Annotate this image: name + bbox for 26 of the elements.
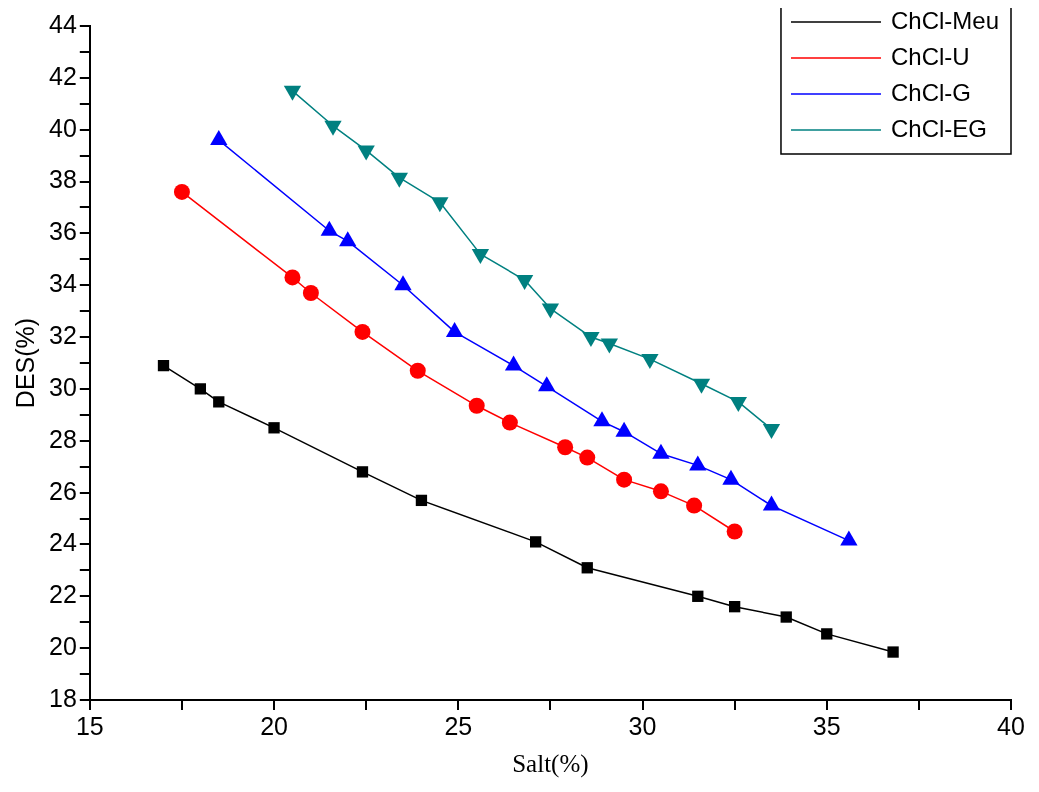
y-tick-label: 30 (49, 372, 77, 401)
x-tick-label: 35 (812, 711, 841, 740)
x-tick-label: 30 (628, 711, 657, 740)
y-tick-label: 26 (49, 476, 77, 505)
legend-label: ChCl-Meu (890, 6, 1000, 34)
y-tick-label: 28 (49, 424, 77, 453)
y-tick-label: 18 (49, 683, 77, 712)
y-tick-label: 40 (49, 113, 77, 142)
x-tick-label: 40 (997, 711, 1025, 740)
y-tick-label: 20 (49, 632, 77, 661)
x-axis-title: Salt(%) (512, 749, 589, 778)
x-tick-label: 15 (75, 711, 104, 740)
x-tick-label: 20 (260, 711, 288, 740)
y-axis-title: DES(%) (10, 317, 39, 409)
y-tick-label: 44 (49, 9, 77, 38)
y-tick-label: 24 (49, 528, 77, 557)
legend-label: ChCl-G (890, 78, 971, 106)
x-tick-label: 25 (444, 711, 473, 740)
y-tick-label: 38 (49, 165, 77, 194)
y-tick-label: 36 (49, 217, 77, 246)
y-tick-label: 42 (49, 61, 77, 90)
legend-label: ChCl-EG (890, 114, 987, 142)
legend-label: ChCl-U (890, 42, 970, 70)
y-tick-label: 34 (49, 269, 77, 298)
y-tick-label: 32 (49, 320, 77, 349)
y-tick-label: 22 (49, 580, 77, 609)
